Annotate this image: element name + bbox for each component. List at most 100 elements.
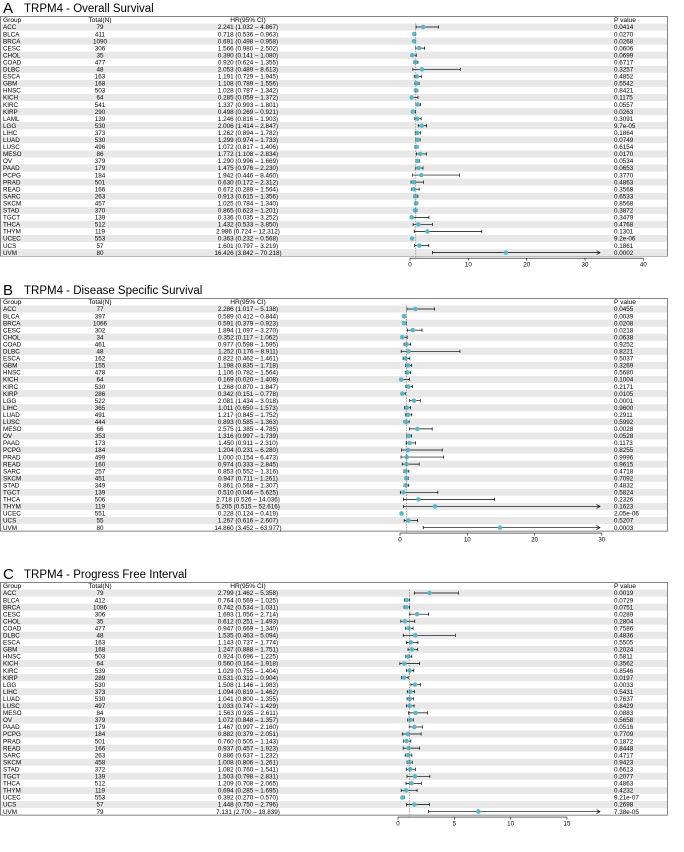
- row-p-value: 0.0606: [614, 45, 634, 52]
- row-group: THCA: [3, 781, 21, 788]
- row-total: 79: [96, 590, 104, 597]
- row-hr-ci: 1.209 (0.708 – 2.065): [218, 781, 278, 788]
- row-stripe: [1, 702, 667, 710]
- row-stripe: [1, 517, 667, 525]
- row-total: 179: [95, 165, 106, 172]
- row-total: 119: [95, 504, 106, 511]
- x-tick-label: 30: [598, 537, 605, 544]
- row-p-value: 0.2077: [614, 774, 634, 781]
- row-hr-ci: 2.575 (1.385 – 4.785): [218, 426, 278, 433]
- row-group: GBM: [3, 647, 17, 654]
- row-hr-ci: 0.363 (0.232 – 0.568): [218, 236, 278, 243]
- row-p-value: 0.1864: [614, 130, 634, 137]
- row-total: 119: [95, 229, 106, 236]
- hr-point: [412, 774, 418, 779]
- row-p-value: 0.0883: [614, 710, 634, 717]
- row-total: 541: [95, 102, 106, 109]
- row-group: TGCT: [3, 490, 20, 497]
- row-total: 34: [96, 334, 104, 341]
- row-hr-ci: 1.041 (0.800 – 1.355): [218, 696, 278, 703]
- row-stripe: [1, 94, 667, 102]
- hr-point: [403, 482, 409, 488]
- row-p-value: 0.6717: [614, 59, 634, 66]
- row-stripe: [1, 432, 667, 440]
- row-hr-ci: 1.108 (0.789 – 1.556): [218, 81, 278, 88]
- row-hr-ci: 0.886 (0.637 – 1.232): [218, 752, 278, 759]
- row-group: STAD: [3, 766, 20, 773]
- hr-point: [405, 731, 411, 737]
- row-p-value: 0.0033: [614, 682, 634, 689]
- row-hr-ci: 0.861 (0.568 – 1.307): [218, 482, 278, 489]
- row-group: GBM: [3, 81, 17, 88]
- row-p-value: 0.0002: [614, 250, 634, 257]
- row-hr-ci: 0.630 (0.172 – 2.312): [218, 179, 278, 186]
- row-total: 139: [95, 490, 106, 497]
- row-hr-ci: 1.894 (1.097 – 3.270): [218, 327, 278, 334]
- row-hr-ci: 5.205 (0.515 – 52.616): [216, 504, 280, 511]
- row-group: MESO: [3, 710, 22, 717]
- x-tick-label: 10: [465, 262, 472, 269]
- row-total: 257: [95, 468, 106, 475]
- row-stripe: [1, 744, 667, 752]
- row-p-value: 0.8568: [614, 200, 634, 207]
- row-total: 499: [95, 454, 106, 461]
- row-hr-ci: 0.560 (0.164 – 1.918): [218, 661, 278, 668]
- row-group: SARC: [3, 193, 21, 200]
- hr-point: [411, 31, 417, 37]
- row-group: ACC: [3, 306, 17, 313]
- row-hr-ci: 0.285 (0.059 – 1.372): [218, 95, 278, 102]
- row-hr-ci: 1.299 (0.974 – 1.733): [218, 137, 278, 144]
- row-group: CHOL: [3, 52, 21, 59]
- row-hr-ci: 1.082 (0.760 – 1.541): [218, 766, 278, 773]
- row-hr-ci: 1.143 (0.737 – 1.774): [218, 640, 278, 647]
- row-total: 48: [96, 67, 104, 74]
- hr-point: [414, 611, 420, 617]
- hr-point: [412, 724, 417, 730]
- row-total: 353: [95, 433, 106, 440]
- row-p-value: 0.1004: [614, 377, 634, 384]
- hr-point: [403, 788, 409, 793]
- hr-point: [418, 151, 423, 157]
- row-group: MESO: [3, 426, 22, 433]
- row-group: LGG: [3, 682, 16, 689]
- row-p-value: 0.0218: [614, 327, 634, 334]
- row-hr-ci: 0.913 (0.615 – 1.356): [218, 193, 278, 200]
- row-p-value: 0.5542: [614, 81, 634, 88]
- hr-point: [406, 654, 411, 659]
- row-p-value: 0.2804: [614, 618, 634, 625]
- row-total: 184: [95, 731, 106, 738]
- row-stripe: [1, 446, 667, 454]
- row-hr-ci: 1.217 (0.845 – 1.752): [218, 412, 278, 419]
- row-total: 162: [95, 356, 106, 363]
- hr-point: [415, 130, 420, 136]
- row-stripe: [1, 235, 667, 243]
- row-hr-ci: 2.286 (1.017 – 5.138): [218, 306, 278, 313]
- hr-point: [415, 158, 420, 164]
- hr-point: [476, 809, 481, 814]
- row-total: 79: [96, 24, 104, 31]
- hr-point: [413, 59, 418, 65]
- hr-point: [414, 116, 420, 121]
- row-total: 553: [95, 236, 106, 243]
- row-p-value: 0.9423: [614, 759, 634, 766]
- row-stripe: [1, 418, 667, 426]
- row-group: BLCA: [3, 31, 20, 38]
- row-hr-ci: 0.392 (0.270 – 0.570): [218, 795, 278, 802]
- row-hr-ci: 0.510 (0.046 – 5.625): [218, 490, 278, 497]
- hr-point: [411, 179, 416, 185]
- row-group: PRAD: [3, 179, 21, 186]
- row-hr-ci: 2.241 (1.032 – 4.867): [218, 24, 278, 31]
- row-group: BLCA: [3, 313, 20, 320]
- row-p-value: 0.7586: [614, 625, 634, 632]
- row-stripe: [1, 249, 667, 257]
- row-total: 155: [95, 363, 106, 370]
- row-stripe: [1, 37, 667, 45]
- row-p-value: 0.8448: [614, 745, 634, 752]
- row-group: LGG: [3, 123, 16, 130]
- row-total: 457: [95, 200, 106, 207]
- row-hr-ci: 0.893 (0.585 – 1.363): [218, 419, 278, 426]
- row-total: 539: [95, 668, 106, 675]
- row-p-value: 0.0001: [614, 398, 634, 405]
- header-group: Group: [3, 299, 22, 306]
- header-group: Group: [3, 583, 22, 590]
